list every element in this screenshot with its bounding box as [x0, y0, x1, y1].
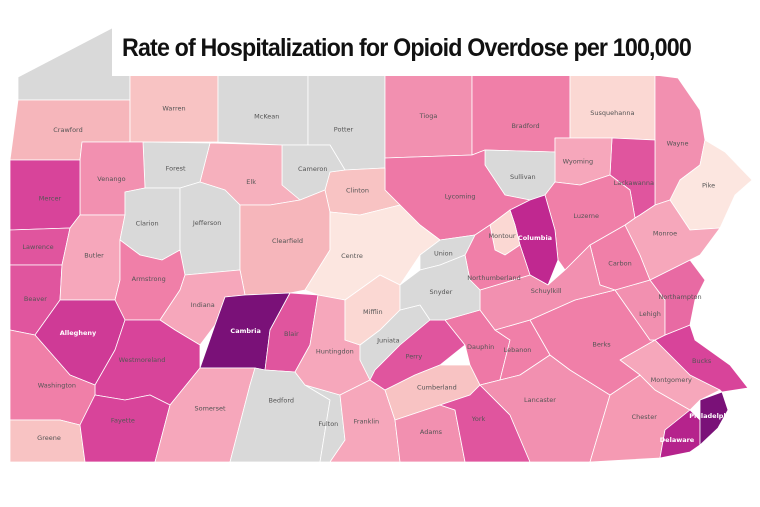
county-label-lancaster: Lancaster — [524, 396, 556, 404]
county-label-cambria: Cambria — [230, 327, 260, 335]
county-labels: Crawford Warren McKean Potter Tioga Bradford S… — [22, 105, 734, 445]
county-label-fulton: Fulton — [318, 420, 338, 428]
county-label-blair: Blair — [284, 330, 299, 338]
county-label-schuylkill: Schuylkill — [531, 287, 562, 295]
county-label-berks: Berks — [592, 341, 611, 349]
county-label-clearfield: Clearfield — [272, 237, 303, 245]
county-label-northampton: Northampton — [658, 293, 701, 301]
county-label-lawrence: Lawrence — [22, 243, 53, 251]
county-snyder[interactable] — [399, 254, 481, 321]
county-northampton[interactable] — [649, 259, 706, 336]
county-label-monroe: Monroe — [653, 230, 677, 238]
county-label-greene: Greene — [37, 434, 61, 442]
county-label-tioga: Tioga — [419, 112, 438, 120]
county-label-venango: Venango — [97, 175, 125, 183]
county-label-chester: Chester — [632, 413, 658, 421]
county-label-sullivan: Sullivan — [510, 173, 536, 181]
county-label-columbia: Columbia — [518, 234, 552, 242]
county-label-northumberland: Northumberland — [467, 274, 520, 282]
county-label-bradford: Bradford — [511, 122, 539, 130]
county-bucks[interactable] — [654, 324, 749, 393]
county-label-armstrong: Armstrong — [132, 275, 166, 283]
county-label-luzerne: Luzerne — [573, 212, 599, 220]
map-title: Rate of Hospitalization for Opioid Overd… — [122, 34, 692, 62]
county-label-forest: Forest — [166, 165, 186, 173]
county-susquehanna[interactable] — [569, 74, 656, 141]
county-label-indiana: Indiana — [191, 301, 215, 309]
county-label-warren: Warren — [162, 105, 185, 113]
county-label-perry: Perry — [406, 353, 423, 361]
county-fayette[interactable] — [79, 394, 171, 463]
county-label-adams: Adams — [420, 428, 443, 436]
county-label-franklin: Franklin — [354, 417, 380, 425]
county-label-lebanon: Lebanon — [504, 346, 532, 354]
county-label-pike: Pike — [702, 182, 715, 190]
county-label-carbon: Carbon — [608, 259, 631, 267]
county-label-lehigh: Lehigh — [639, 310, 661, 318]
county-label-clinton: Clinton — [346, 186, 369, 194]
county-label-lackawanna: Lackawanna — [614, 179, 654, 187]
county-label-westmoreland: Westmoreland — [119, 356, 166, 364]
county-label-huntingdon: Huntingdon — [316, 348, 354, 356]
county-label-susquehanna: Susquehanna — [590, 109, 634, 117]
county-label-delaware: Delaware — [660, 436, 695, 444]
county-label-potter: Potter — [334, 126, 354, 134]
county-label-somerset: Somerset — [194, 404, 225, 412]
county-label-lycoming: Lycoming — [445, 192, 476, 200]
county-label-fayette: Fayette — [111, 417, 135, 425]
county-label-cameron: Cameron — [298, 165, 327, 173]
title-background — [112, 26, 760, 76]
county-label-montgomery: Montgomery — [651, 376, 692, 384]
county-jefferson[interactable] — [179, 181, 241, 276]
county-label-dauphin: Dauphin — [467, 343, 494, 351]
county-label-mifflin: Mifflin — [363, 308, 383, 316]
county-label-jefferson: Jefferson — [192, 219, 222, 227]
county-label-juniata: Juniata — [376, 337, 399, 345]
county-monroe[interactable] — [624, 199, 721, 281]
county-indiana[interactable] — [159, 269, 246, 346]
county-label-bedford: Bedford — [268, 397, 294, 405]
county-schuylkill[interactable] — [479, 244, 616, 331]
county-label-mckean: McKean — [254, 112, 279, 120]
county-label-elk: Elk — [246, 178, 256, 186]
county-mckean[interactable] — [217, 74, 309, 146]
county-label-philadelphia: Philadelphia — [689, 412, 734, 420]
county-label-clarion: Clarion — [136, 220, 159, 228]
county-label-wayne: Wayne — [667, 140, 689, 148]
county-label-wyoming: Wyoming — [563, 158, 594, 166]
county-label-crawford: Crawford — [53, 126, 82, 134]
county-shapes — [9, 27, 753, 463]
county-label-allegheny: Allegheny — [60, 329, 97, 337]
county-label-union: Union — [434, 249, 453, 257]
county-label-bucks: Bucks — [692, 357, 712, 365]
county-label-montour: Montour — [488, 232, 515, 240]
county-label-centre: Centre — [341, 252, 363, 260]
county-label-cumberland: Cumberland — [417, 384, 457, 392]
county-label-butler: Butler — [84, 251, 104, 259]
county-label-snyder: Snyder — [429, 288, 452, 296]
county-label-washington: Washington — [38, 382, 76, 390]
county-label-mercer: Mercer — [39, 195, 62, 203]
county-perry[interactable] — [369, 319, 466, 391]
county-label-beaver: Beaver — [24, 295, 47, 303]
county-label-york: York — [471, 415, 486, 423]
